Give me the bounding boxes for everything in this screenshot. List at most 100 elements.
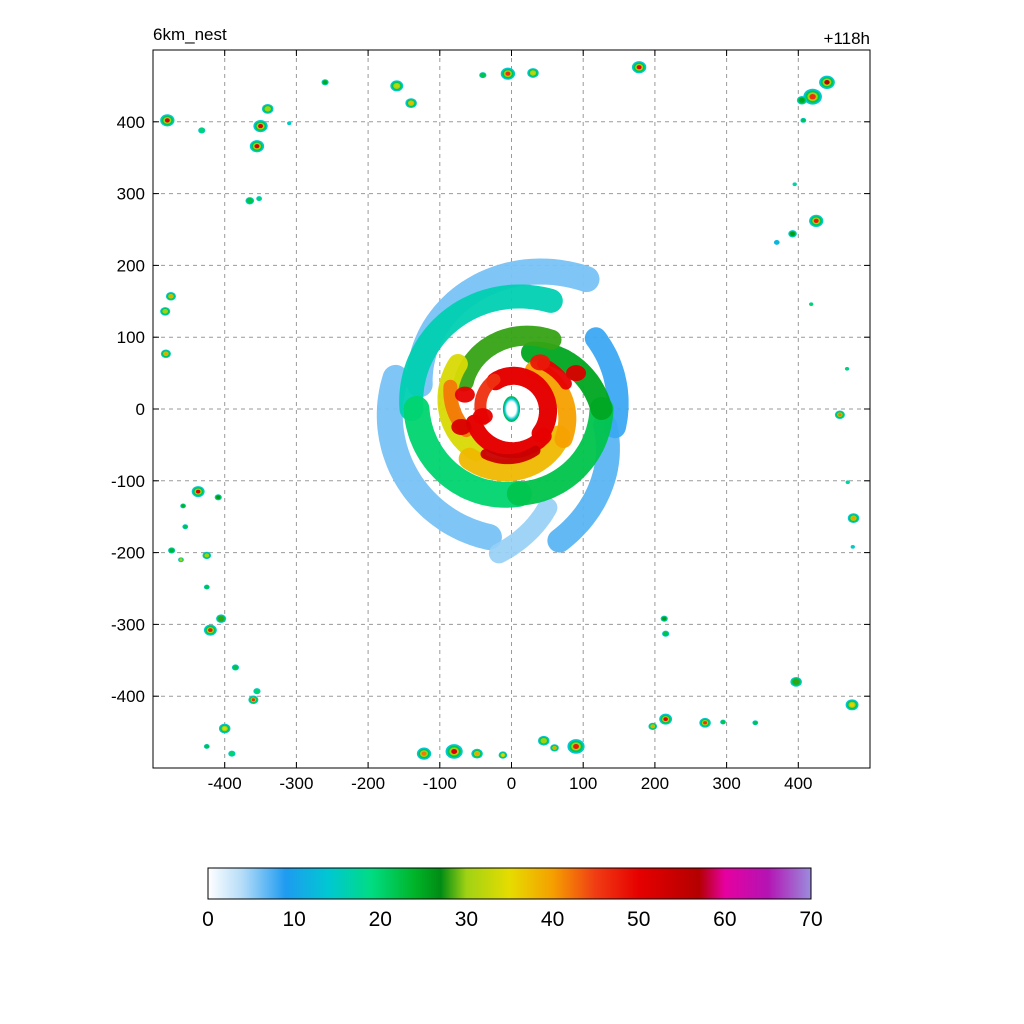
convective-cell xyxy=(471,748,483,759)
cell-contour xyxy=(248,199,252,203)
axis-ticks: -400 -300 -200 -100 0 100 200 300 400 -400 -300 -20… xyxy=(111,50,870,793)
convective-cell xyxy=(198,127,206,134)
cell-contour xyxy=(753,721,757,725)
convective-cell xyxy=(809,302,814,307)
cell-contour xyxy=(254,144,260,149)
eyewall-hotspot xyxy=(530,354,551,371)
rainband xyxy=(453,325,562,392)
convective-cell xyxy=(796,95,807,105)
cell-contour xyxy=(851,516,856,520)
convective-cell xyxy=(202,551,212,560)
convective-cell xyxy=(788,230,797,238)
cell-contour xyxy=(501,753,505,757)
cell-contour xyxy=(793,182,797,186)
cell-contour xyxy=(791,232,795,236)
y-tick-label: 400 xyxy=(117,113,145,132)
convective-cell xyxy=(527,68,539,78)
cell-contour xyxy=(265,107,270,111)
cell-contour xyxy=(664,632,668,636)
x-tick-label: -300 xyxy=(279,774,313,793)
nest-label: 6km_nest xyxy=(153,25,227,44)
storm-eye xyxy=(502,396,521,422)
x-tick-label: -200 xyxy=(351,774,385,793)
convective-cell xyxy=(809,214,824,227)
convective-cell xyxy=(203,584,210,590)
convective-cell xyxy=(844,366,850,371)
colorbar-tick-label: 10 xyxy=(282,908,305,931)
cell-contour xyxy=(323,80,327,84)
forecast-hour-label: +118h xyxy=(824,29,870,48)
colorbar-tick-label: 30 xyxy=(455,908,478,931)
convective-cell xyxy=(160,307,171,316)
cell-contour xyxy=(255,689,259,693)
cell-contour xyxy=(851,545,855,549)
cell-contour xyxy=(208,628,213,633)
eye-fill xyxy=(502,396,521,422)
cell-contour xyxy=(662,617,666,621)
convective-cell xyxy=(803,88,822,105)
convective-cell xyxy=(253,120,268,133)
cell-contour xyxy=(451,748,458,754)
cell-contour xyxy=(181,504,185,508)
cell-contour xyxy=(845,367,849,371)
convective-cell xyxy=(660,615,668,622)
convective-cell xyxy=(256,196,262,202)
outer-rainband xyxy=(584,327,629,439)
cell-contour xyxy=(809,93,816,100)
rainband xyxy=(399,284,563,421)
convective-cell xyxy=(550,744,559,752)
cell-contour xyxy=(838,413,842,417)
y-tick-label: 300 xyxy=(117,185,145,204)
convective-cell xyxy=(249,140,265,153)
convective-cell xyxy=(847,513,860,524)
colorbar-gradient xyxy=(207,867,812,900)
cell-contour xyxy=(219,617,223,621)
convective-cell xyxy=(773,239,780,245)
cell-contour xyxy=(257,197,261,201)
x-tick-label: 100 xyxy=(569,774,597,793)
cell-contour xyxy=(721,720,725,724)
convective-cell xyxy=(538,735,550,746)
convective-cell xyxy=(160,114,175,127)
cell-contour xyxy=(651,724,655,728)
convective-cell xyxy=(792,182,797,187)
convective-cell xyxy=(321,79,329,86)
cell-contour xyxy=(170,548,174,552)
outer-rainband xyxy=(488,497,558,564)
convective-cell xyxy=(253,688,261,695)
cell-contour xyxy=(195,489,201,494)
cell-contour xyxy=(801,118,805,122)
convective-cell xyxy=(498,751,508,759)
convective-cell xyxy=(648,722,658,731)
convective-cell xyxy=(203,744,210,749)
convective-cell xyxy=(165,292,176,301)
y-tick-label: -400 xyxy=(111,687,145,706)
cell-contour xyxy=(421,751,427,756)
cell-contour xyxy=(809,302,813,306)
y-tick-label: 0 xyxy=(136,400,145,419)
cell-contour xyxy=(205,585,209,589)
convective-cell xyxy=(180,503,186,509)
convective-cell xyxy=(390,80,404,92)
convective-cell xyxy=(790,676,802,687)
cell-contour xyxy=(813,218,819,223)
convective-cell xyxy=(659,713,673,725)
convective-cell xyxy=(231,664,240,671)
convective-cell xyxy=(416,747,432,760)
eyewall-hotspot xyxy=(454,386,475,403)
cell-contour xyxy=(164,118,170,123)
outer-rainband xyxy=(547,413,620,553)
convective-cell xyxy=(191,486,205,498)
cell-contour xyxy=(663,717,668,722)
cell-contour xyxy=(775,240,779,244)
cell-contour xyxy=(409,101,414,105)
convective-cell xyxy=(214,494,222,501)
cell-contour xyxy=(169,294,173,298)
convective-cell xyxy=(800,117,807,123)
y-tick-label: 200 xyxy=(117,256,145,275)
convective-cell xyxy=(699,717,711,728)
cell-contour xyxy=(258,124,263,129)
cell-contour xyxy=(394,84,399,88)
x-tick-label: 400 xyxy=(784,774,812,793)
eyewall xyxy=(486,366,558,443)
